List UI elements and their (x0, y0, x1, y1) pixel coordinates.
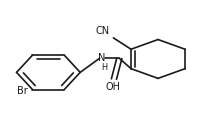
Text: N: N (98, 53, 106, 63)
Text: OH: OH (105, 82, 120, 92)
Text: H: H (102, 63, 108, 72)
Text: Br: Br (17, 86, 28, 96)
Text: CN: CN (95, 26, 109, 36)
